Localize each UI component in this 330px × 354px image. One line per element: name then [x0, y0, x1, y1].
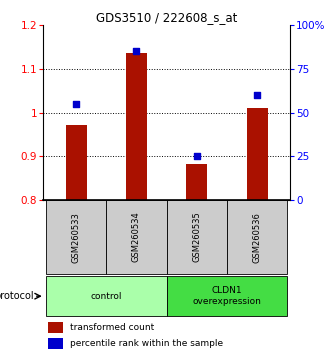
Text: control: control — [90, 292, 122, 301]
Text: GSM260535: GSM260535 — [192, 212, 201, 262]
Bar — [227, 200, 287, 274]
Title: GDS3510 / 222608_s_at: GDS3510 / 222608_s_at — [96, 11, 237, 24]
Bar — [48, 322, 63, 333]
Bar — [46, 200, 106, 274]
Bar — [167, 200, 227, 274]
Bar — [46, 276, 167, 316]
Bar — [167, 276, 287, 316]
Text: percentile rank within the sample: percentile rank within the sample — [70, 339, 223, 348]
Text: transformed count: transformed count — [70, 323, 154, 332]
Bar — [186, 164, 207, 200]
Point — [194, 154, 199, 159]
Text: GSM260533: GSM260533 — [72, 212, 81, 263]
Bar — [66, 125, 87, 200]
Text: protocol: protocol — [0, 291, 34, 301]
Bar — [126, 53, 147, 200]
Bar — [106, 200, 167, 274]
Point — [254, 92, 260, 98]
Text: CLDN1
overexpression: CLDN1 overexpression — [193, 286, 261, 306]
Text: GSM260534: GSM260534 — [132, 212, 141, 262]
Point — [134, 48, 139, 54]
Bar — [48, 338, 63, 349]
Bar — [247, 108, 268, 200]
Point — [74, 101, 79, 107]
Text: GSM260536: GSM260536 — [253, 212, 262, 263]
